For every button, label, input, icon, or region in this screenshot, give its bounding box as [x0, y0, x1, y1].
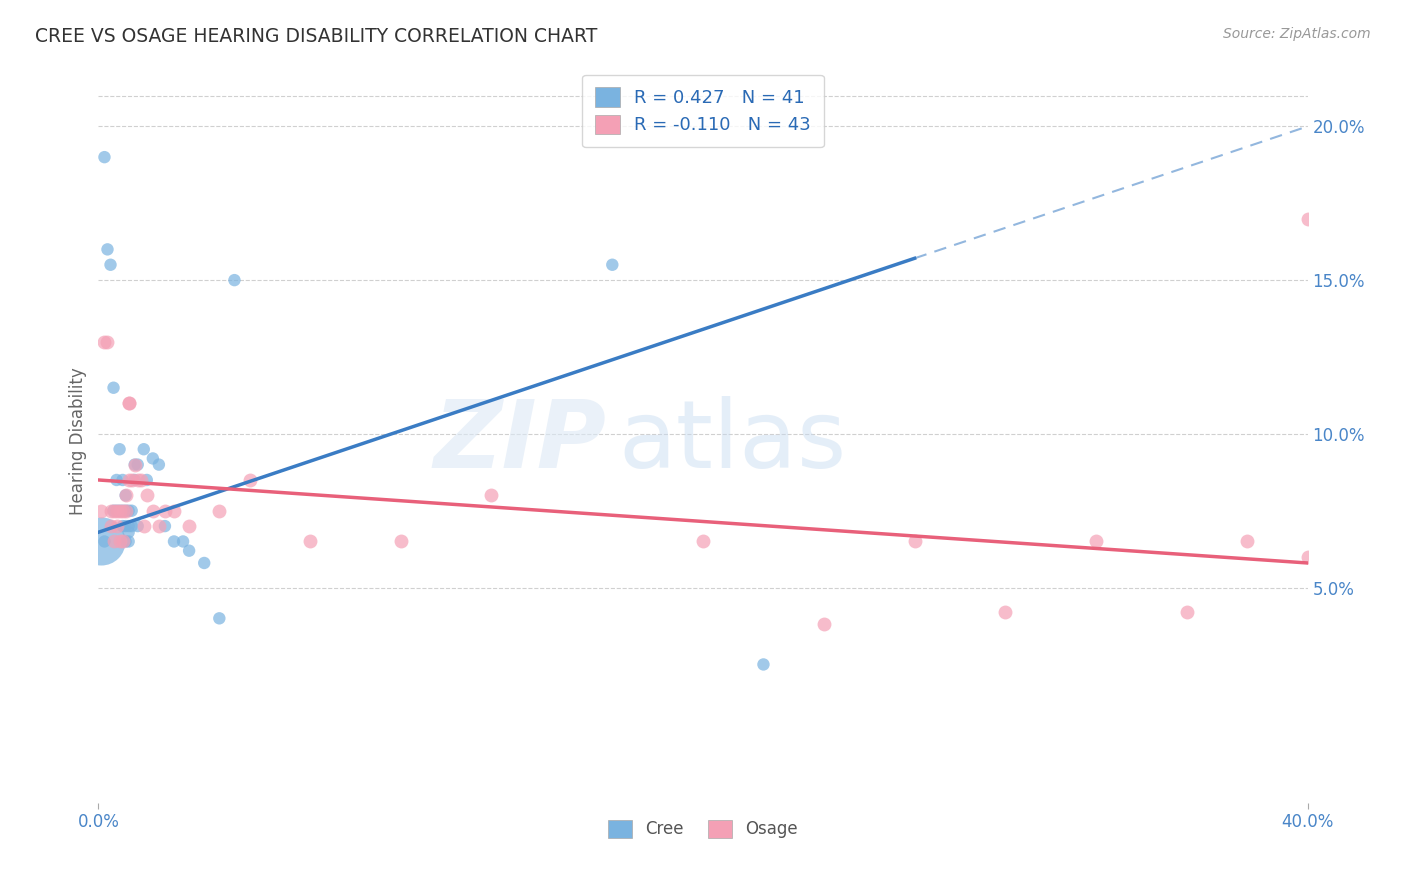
Point — [142, 451, 165, 466]
Point — [103, 504, 125, 518]
Point — [93, 334, 115, 349]
Point — [481, 488, 503, 502]
Point — [118, 504, 141, 518]
Point — [114, 504, 136, 518]
Point — [135, 473, 157, 487]
Point — [93, 534, 115, 549]
Point — [1085, 534, 1108, 549]
Point — [129, 473, 152, 487]
Point — [124, 458, 146, 472]
Point — [1175, 605, 1198, 619]
Point — [127, 519, 149, 533]
Point — [114, 488, 136, 502]
Point — [132, 519, 155, 533]
Point — [108, 504, 131, 518]
Point — [692, 534, 714, 549]
Point — [100, 519, 122, 533]
Point — [118, 396, 141, 410]
Point — [904, 534, 927, 549]
Point — [103, 534, 125, 549]
Point — [100, 504, 122, 518]
Point — [100, 258, 122, 272]
Point — [224, 273, 246, 287]
Point — [208, 611, 231, 625]
Point — [118, 534, 141, 549]
Text: Source: ZipAtlas.com: Source: ZipAtlas.com — [1223, 27, 1371, 41]
Point — [96, 243, 118, 257]
Point — [108, 534, 131, 549]
Point — [111, 504, 134, 518]
Point — [108, 504, 131, 518]
Point — [90, 534, 112, 549]
Point — [1236, 534, 1258, 549]
Point — [105, 504, 128, 518]
Point — [994, 605, 1017, 619]
Point — [142, 504, 165, 518]
Point — [1296, 211, 1319, 226]
Point — [163, 534, 186, 549]
Point — [114, 534, 136, 549]
Point — [93, 150, 115, 164]
Point — [96, 334, 118, 349]
Point — [118, 525, 141, 540]
Point — [148, 458, 170, 472]
Point — [193, 556, 215, 570]
Point — [1296, 549, 1319, 564]
Point — [111, 519, 134, 533]
Point — [208, 504, 231, 518]
Point — [813, 617, 835, 632]
Text: atlas: atlas — [619, 395, 846, 488]
Point — [114, 519, 136, 533]
Point — [111, 504, 134, 518]
Point — [153, 504, 176, 518]
Point — [163, 504, 186, 518]
Point — [114, 488, 136, 502]
Point — [148, 519, 170, 533]
Point — [752, 657, 775, 672]
Point — [114, 504, 136, 518]
Point — [124, 458, 146, 472]
Point — [172, 534, 194, 549]
Point — [124, 473, 146, 487]
Point — [179, 519, 201, 533]
Point — [90, 504, 112, 518]
Point — [127, 458, 149, 472]
Point — [153, 519, 176, 533]
Point — [179, 543, 201, 558]
Point — [121, 473, 143, 487]
Point — [121, 519, 143, 533]
Y-axis label: Hearing Disability: Hearing Disability — [69, 368, 87, 516]
Point — [111, 534, 134, 549]
Point — [118, 473, 141, 487]
Point — [121, 504, 143, 518]
Point — [108, 442, 131, 457]
Point — [105, 504, 128, 518]
Legend: Cree, Osage: Cree, Osage — [602, 813, 804, 845]
Point — [103, 381, 125, 395]
Point — [118, 396, 141, 410]
Point — [135, 488, 157, 502]
Point — [132, 442, 155, 457]
Point — [105, 473, 128, 487]
Point — [118, 519, 141, 533]
Point — [602, 258, 624, 272]
Point — [239, 473, 262, 487]
Point — [127, 473, 149, 487]
Text: ZIP: ZIP — [433, 395, 606, 488]
Point — [389, 534, 412, 549]
Point — [299, 534, 322, 549]
Text: CREE VS OSAGE HEARING DISABILITY CORRELATION CHART: CREE VS OSAGE HEARING DISABILITY CORRELA… — [35, 27, 598, 45]
Point — [111, 473, 134, 487]
Point — [105, 519, 128, 533]
Point — [103, 504, 125, 518]
